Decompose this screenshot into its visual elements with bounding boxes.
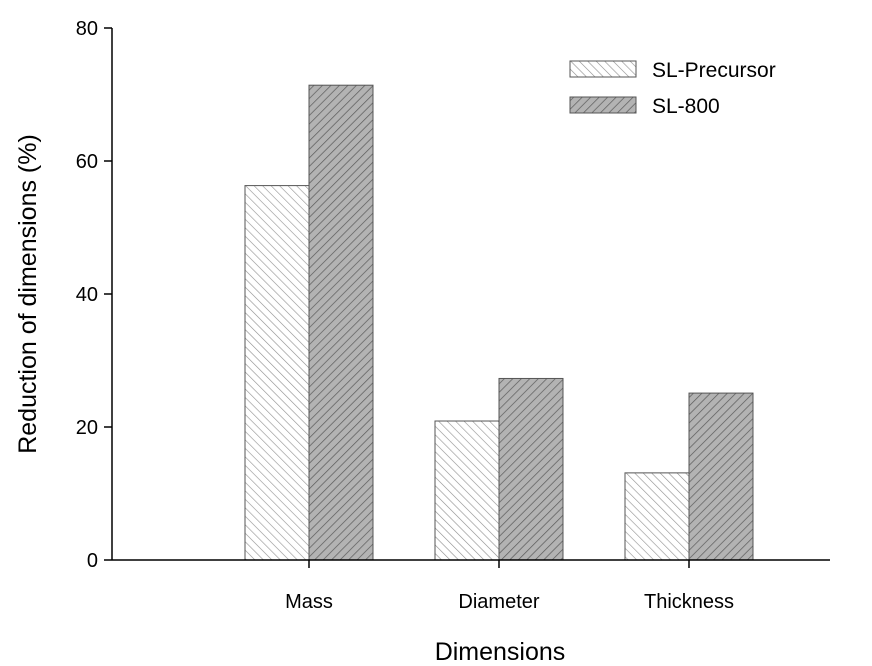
legend-swatch-sl-precursor (569, 60, 637, 78)
y-tick-label: 0 (87, 550, 98, 572)
bar-sl-800-diameter (498, 377, 564, 561)
legend: SL-Precursor SL-800 (569, 59, 776, 118)
y-ticks-group: 0 20 40 60 80 (76, 18, 112, 572)
bars-group (244, 84, 754, 561)
bar-sl-precursor-thickness (624, 472, 690, 561)
bar-sl-precursor-mass (244, 185, 310, 561)
legend-swatch-sl-800 (569, 96, 637, 114)
legend-label-sl-800: SL-800 (652, 95, 720, 118)
x-ticks-group: Mass Diameter Thickness (285, 560, 734, 613)
y-axis-title: Reduction of dimensions (%) (14, 134, 42, 454)
bar-sl-800-thickness (688, 392, 754, 561)
x-tick-label-diameter: Diameter (458, 591, 539, 613)
bar-sl-precursor-diameter (434, 420, 500, 561)
legend-label-sl-precursor: SL-Precursor (652, 59, 776, 82)
x-tick-label-mass: Mass (285, 591, 333, 613)
y-tick-label: 20 (76, 417, 98, 439)
x-axis-title: Dimensions (435, 638, 566, 666)
x-tick-label-thickness: Thickness (644, 591, 734, 613)
bar-sl-800-mass (308, 84, 374, 561)
y-tick-label: 40 (76, 284, 98, 306)
y-tick-label: 80 (76, 18, 98, 40)
y-tick-label: 60 (76, 151, 98, 173)
